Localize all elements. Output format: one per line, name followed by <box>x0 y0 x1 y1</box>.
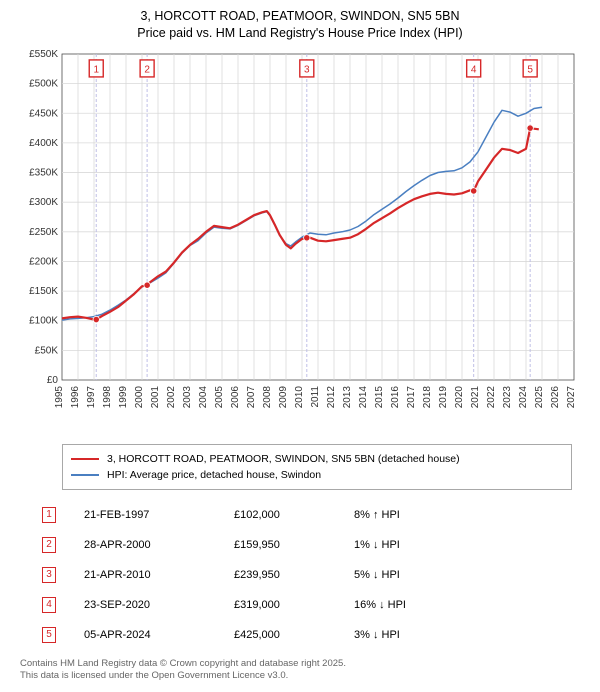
sales-table: 1 21-FEB-1997£102,0008% ↑ HPI 2 28-APR-2000… <box>42 500 590 650</box>
svg-text:2013: 2013 <box>342 385 353 408</box>
sale-hpi: 8% ↑ HPI <box>354 509 474 521</box>
sale-hpi: 3% ↓ HPI <box>354 629 474 641</box>
svg-text:£200K: £200K <box>29 256 58 267</box>
sale-date: 21-FEB-1997 <box>84 509 234 521</box>
svg-text:2007: 2007 <box>246 385 257 408</box>
sale-hpi: 5% ↓ HPI <box>354 569 474 581</box>
sale-price: £319,000 <box>234 599 354 611</box>
svg-text:2018: 2018 <box>422 385 433 408</box>
svg-text:2016: 2016 <box>390 385 401 408</box>
svg-text:1995: 1995 <box>54 385 65 408</box>
table-row: 3 21-APR-2010£239,9505% ↓ HPI <box>42 560 590 590</box>
svg-text:1998: 1998 <box>102 385 113 408</box>
footer-text: Contains HM Land Registry data © Crown c… <box>20 658 590 683</box>
svg-text:2027: 2027 <box>566 385 577 408</box>
svg-text:2003: 2003 <box>182 385 193 408</box>
svg-text:£400K: £400K <box>29 138 58 149</box>
svg-text:2005: 2005 <box>214 385 225 408</box>
svg-text:2024: 2024 <box>518 385 529 408</box>
svg-text:1997: 1997 <box>86 385 97 408</box>
sale-hpi: 16% ↓ HPI <box>354 599 474 611</box>
svg-text:2001: 2001 <box>150 385 161 408</box>
table-row: 4 23-SEP-2020£319,00016% ↓ HPI <box>42 590 590 620</box>
svg-text:£350K: £350K <box>29 167 58 178</box>
sale-price: £239,950 <box>234 569 354 581</box>
svg-text:2019: 2019 <box>438 385 449 408</box>
svg-text:2006: 2006 <box>230 385 241 408</box>
svg-text:2010: 2010 <box>294 385 305 408</box>
svg-text:4: 4 <box>471 64 477 75</box>
sale-price: £159,950 <box>234 539 354 551</box>
legend-label: HPI: Average price, detached house, Swin… <box>107 469 321 481</box>
svg-text:2011: 2011 <box>310 385 321 407</box>
sale-marker: 4 <box>42 597 56 613</box>
svg-text:£500K: £500K <box>29 78 58 89</box>
table-row: 2 28-APR-2000£159,9501% ↓ HPI <box>42 530 590 560</box>
sale-date: 28-APR-2000 <box>84 539 234 551</box>
svg-text:2014: 2014 <box>358 385 369 408</box>
svg-text:2026: 2026 <box>550 385 561 408</box>
svg-text:2009: 2009 <box>278 385 289 408</box>
footer-line1: Contains HM Land Registry data © Crown c… <box>20 658 590 670</box>
sale-date: 23-SEP-2020 <box>84 599 234 611</box>
svg-text:2: 2 <box>144 64 150 75</box>
svg-text:£550K: £550K <box>29 49 58 60</box>
svg-text:3: 3 <box>304 64 310 75</box>
table-row: 5 05-APR-2024£425,0003% ↓ HPI <box>42 620 590 650</box>
svg-text:2022: 2022 <box>486 385 497 408</box>
svg-text:2004: 2004 <box>198 385 209 408</box>
price-chart: £0 £50K £100K £150K £200K £250K £300K £350K £400… <box>16 48 581 438</box>
svg-text:£50K: £50K <box>35 345 59 356</box>
svg-text:£300K: £300K <box>29 197 58 208</box>
sale-date: 21-APR-2010 <box>84 569 234 581</box>
svg-text:1999: 1999 <box>118 385 129 408</box>
sale-price: £102,000 <box>234 509 354 521</box>
svg-text:2002: 2002 <box>166 385 177 408</box>
title-line1: 3, HORCOTT ROAD, PEATMOOR, SWINDON, SN5 … <box>10 8 590 25</box>
legend: 3, HORCOTT ROAD, PEATMOOR, SWINDON, SN5 … <box>62 444 572 490</box>
legend-swatch <box>71 458 99 461</box>
svg-text:2008: 2008 <box>262 385 273 408</box>
legend-row: HPI: Average price, detached house, Swin… <box>71 467 563 483</box>
svg-text:2025: 2025 <box>534 385 545 408</box>
svg-text:£0: £0 <box>47 375 59 386</box>
footer-line2: This data is licensed under the Open Gov… <box>20 670 590 682</box>
svg-text:2012: 2012 <box>326 385 337 408</box>
sale-marker: 1 <box>42 507 56 523</box>
chart-svg: £0 £50K £100K £150K £200K £250K £300K £350K £400… <box>16 48 581 438</box>
svg-text:5: 5 <box>527 64 533 75</box>
svg-text:2021: 2021 <box>470 385 481 408</box>
legend-swatch <box>71 474 99 477</box>
svg-text:£250K: £250K <box>29 227 58 238</box>
svg-text:£100K: £100K <box>29 315 58 326</box>
legend-row: 3, HORCOTT ROAD, PEATMOOR, SWINDON, SN5 … <box>71 451 563 467</box>
sale-price: £425,000 <box>234 629 354 641</box>
table-row: 1 21-FEB-1997£102,0008% ↑ HPI <box>42 500 590 530</box>
title-line2: Price paid vs. HM Land Registry's House … <box>10 25 590 42</box>
svg-text:2000: 2000 <box>134 385 145 408</box>
svg-text:1: 1 <box>93 64 99 75</box>
svg-text:£450K: £450K <box>29 108 58 119</box>
svg-text:2015: 2015 <box>374 385 385 408</box>
sale-marker: 5 <box>42 627 56 643</box>
svg-text:2017: 2017 <box>406 385 417 408</box>
sale-marker: 2 <box>42 537 56 553</box>
sale-marker: 3 <box>42 567 56 583</box>
chart-title: 3, HORCOTT ROAD, PEATMOOR, SWINDON, SN5 … <box>10 8 590 42</box>
svg-text:2023: 2023 <box>502 385 513 408</box>
sale-date: 05-APR-2024 <box>84 629 234 641</box>
svg-text:1996: 1996 <box>70 385 81 408</box>
legend-label: 3, HORCOTT ROAD, PEATMOOR, SWINDON, SN5 … <box>107 453 460 465</box>
svg-text:£150K: £150K <box>29 286 58 297</box>
sale-hpi: 1% ↓ HPI <box>354 539 474 551</box>
svg-text:2020: 2020 <box>454 385 465 408</box>
